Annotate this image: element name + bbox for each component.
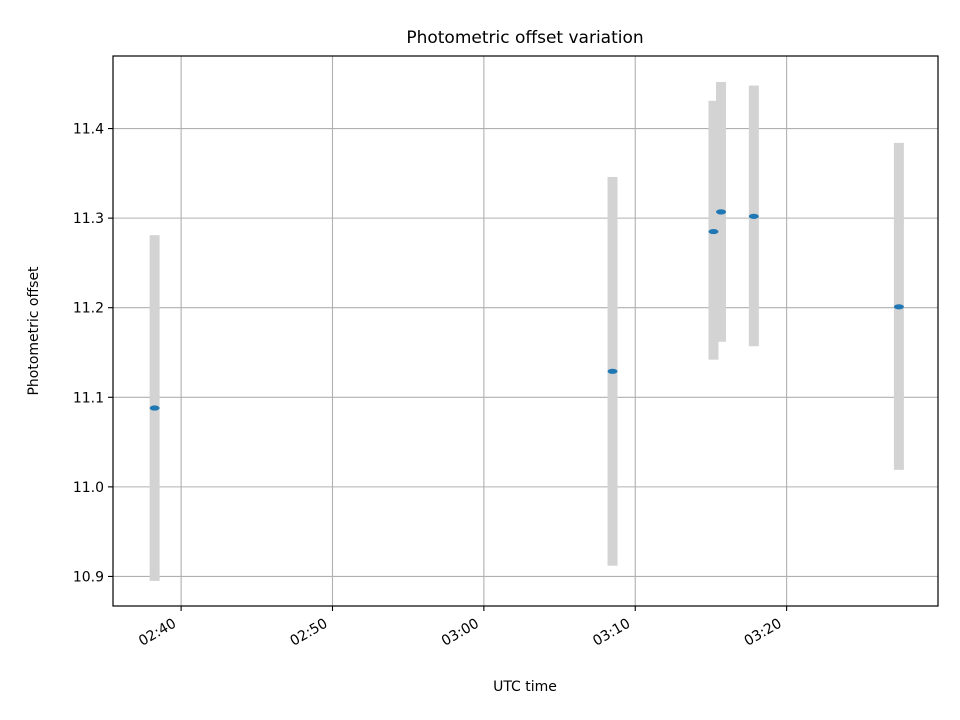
grid-lines xyxy=(113,56,938,606)
plot-frame xyxy=(112,55,939,607)
y-tick-label: 11.3 xyxy=(73,211,104,227)
data-point xyxy=(708,228,719,235)
y-tick-label: 11.2 xyxy=(73,301,104,317)
y-axis-label: Photometric offset xyxy=(26,266,42,396)
plot-area xyxy=(113,56,938,606)
data-points xyxy=(149,209,904,411)
y-tick-label: 11.0 xyxy=(73,480,104,496)
x-axis-label: UTC time xyxy=(493,679,557,695)
data-point xyxy=(607,368,618,374)
y-tick-label: 11.4 xyxy=(73,122,104,138)
data-point xyxy=(748,213,759,219)
data-point xyxy=(149,405,160,411)
y-tick-label: 10.9 xyxy=(73,569,104,585)
data-point xyxy=(716,209,727,215)
y-tick-label: 11.1 xyxy=(73,390,104,406)
y-axis: 10.9 11.0 11.1 11.2 11.3 11.4 xyxy=(73,122,113,585)
data-point xyxy=(893,304,904,310)
chart-title: Photometric offset variation xyxy=(406,28,643,48)
